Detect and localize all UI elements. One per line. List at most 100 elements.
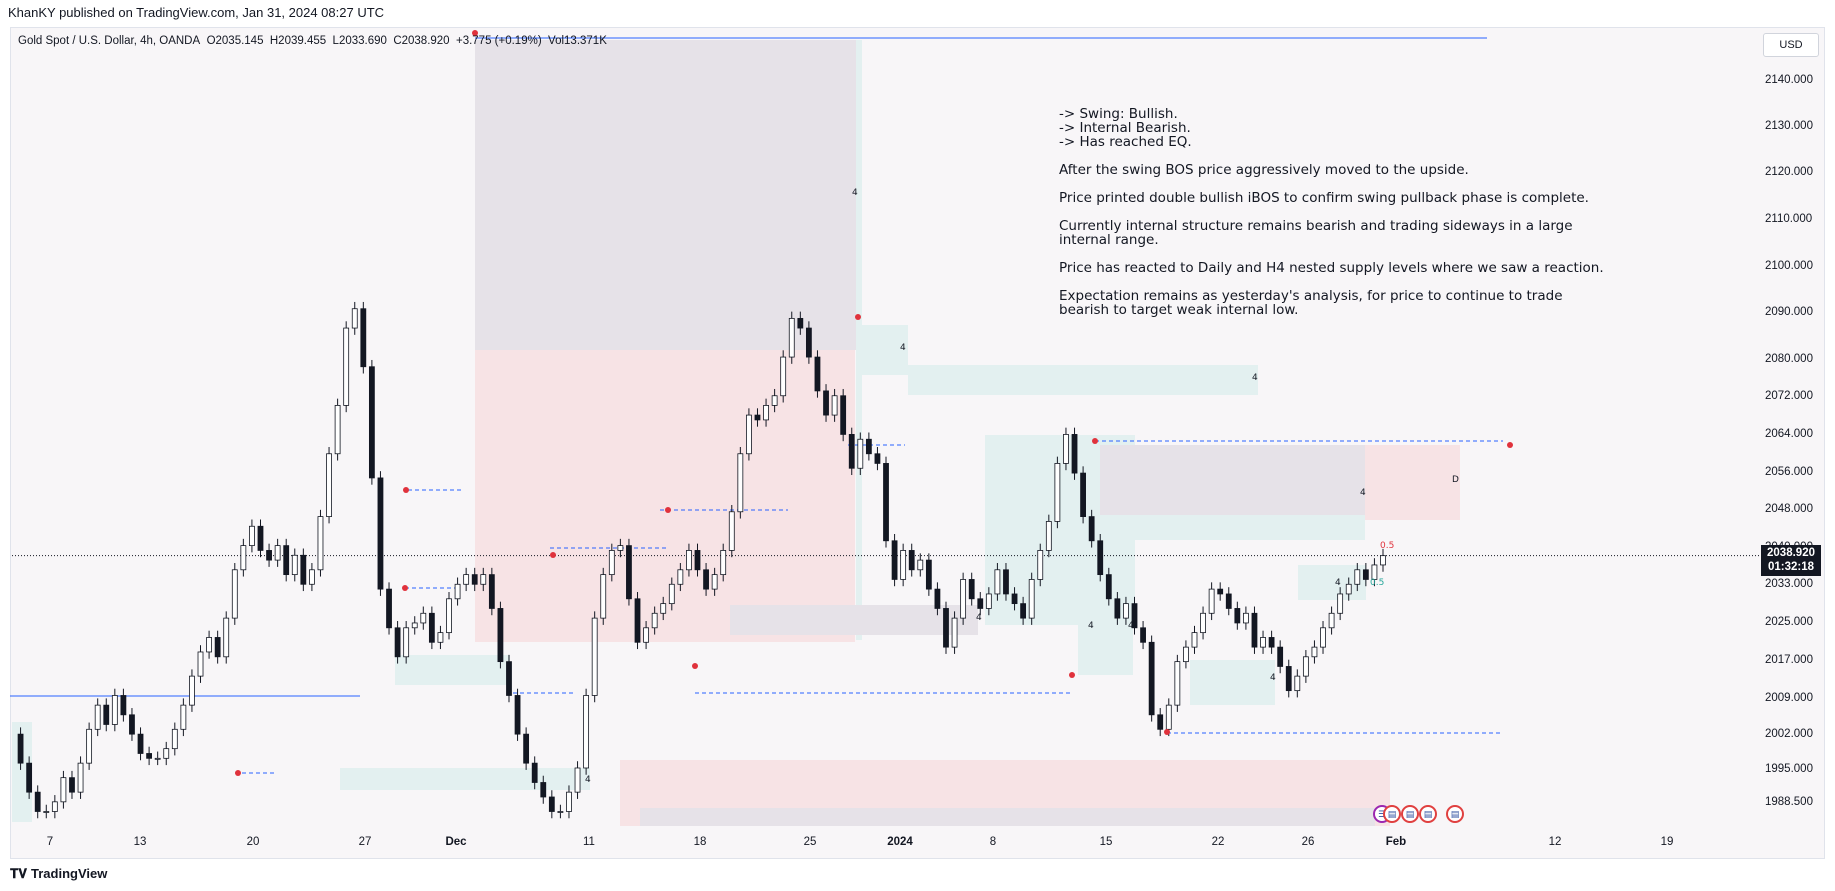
candle-body [1208, 588, 1215, 614]
candle-body [1071, 434, 1078, 474]
candle-body [69, 777, 75, 793]
chart-legend[interactable]: Gold Spot / U.S. Dollar, 4h, OANDA O2035… [18, 35, 607, 47]
candle-body [368, 366, 375, 479]
candle-body [780, 356, 787, 397]
candle-body [1200, 612, 1206, 634]
candle-body [1337, 593, 1344, 614]
candle-body [668, 583, 675, 605]
candle-body [985, 593, 992, 609]
price-tick-label: 2100.000 [1765, 260, 1813, 272]
price-tick-label: 2090.000 [1765, 306, 1813, 318]
candle-body [900, 550, 907, 580]
candle-body [343, 327, 350, 406]
time-tick-label: 25 [804, 836, 817, 848]
candle-body [86, 728, 93, 764]
candle-body [214, 637, 221, 658]
candle-body [523, 733, 530, 764]
candle-body [1328, 612, 1335, 629]
price-tick-label: 2025.000 [1765, 616, 1813, 628]
us-flag-icon[interactable]: ▤ [1446, 805, 1464, 823]
candle-body [1260, 637, 1266, 648]
candle-body [660, 603, 667, 614]
us-flag-icon[interactable]: ▤ [1419, 805, 1437, 823]
candle-body [1028, 579, 1035, 619]
swing-point-marker [855, 314, 861, 320]
legend-volume: Vol13.371K [548, 35, 607, 47]
candle-body [488, 574, 495, 609]
swing-point-marker [692, 663, 698, 669]
zone [640, 808, 1375, 826]
analysis-note[interactable]: -> Swing: Bullish. -> Internal Bearish. … [1059, 107, 1619, 331]
candle-body [26, 762, 33, 793]
candle-body [651, 612, 658, 629]
candle-body [566, 791, 572, 812]
us-flag-icon[interactable]: ▤ [1383, 805, 1401, 823]
candle-body [266, 550, 272, 561]
price-tick-label: 2130.000 [1765, 120, 1813, 132]
candle-body [1285, 666, 1292, 692]
time-tick-label: 11 [583, 836, 595, 848]
candle-body [154, 757, 161, 760]
candle-body [788, 317, 795, 358]
marker-label: D [1452, 475, 1459, 485]
us-flag-icon[interactable]: ▤ [1401, 805, 1419, 823]
candle-body [1123, 603, 1129, 619]
price-tick-label: 2110.000 [1765, 213, 1812, 225]
candle-body [394, 627, 401, 658]
candle-body [711, 574, 718, 590]
candle-body [77, 762, 84, 793]
candle-body [146, 753, 153, 759]
candle-body [360, 308, 367, 368]
candle-body [746, 414, 752, 455]
swing-point-marker [1507, 442, 1513, 448]
candle-body [677, 569, 684, 585]
candle-body [1371, 564, 1378, 580]
time-tick-label: 13 [134, 836, 147, 848]
marker-label: 4 [1270, 673, 1276, 683]
candle-body [171, 728, 178, 750]
candle-body [771, 395, 778, 406]
time-tick-label: 22 [1212, 836, 1225, 848]
candle-body [865, 438, 872, 455]
candle-body [326, 453, 332, 518]
candle-body [514, 695, 521, 735]
currency-selector[interactable]: USD [1763, 33, 1819, 57]
marker-label: 4 [976, 613, 982, 623]
candle-body [1080, 472, 1086, 518]
tradingview-logo[interactable]: 𝐓𝐕 TradingView [10, 866, 107, 882]
last-price-value: 2038.920 [1767, 547, 1815, 559]
bar-countdown: 01:32:18 [1767, 561, 1815, 573]
candle-body [120, 695, 127, 716]
marker-label: 4 [506, 666, 512, 676]
chart-area[interactable] [10, 27, 1825, 859]
candle-body [1020, 603, 1027, 619]
candle-body [994, 569, 1001, 595]
candle-body [617, 545, 624, 551]
price-tick-label: 2033.000 [1765, 578, 1813, 590]
candle-body [189, 675, 195, 706]
candle-body [1054, 463, 1061, 522]
legend-change: +3.775 (+0.19%) [455, 35, 542, 47]
swing-point-marker [235, 770, 241, 776]
candle-body [180, 704, 187, 730]
candle-body [848, 434, 855, 469]
time-tick-label: 2024 [887, 836, 913, 848]
candle-body [411, 622, 418, 629]
candle-body [1225, 593, 1232, 609]
candle-body [420, 612, 427, 624]
candle-body [1105, 574, 1112, 600]
marker-label: 4 [1360, 488, 1366, 498]
tv-logo-icon: 𝐓𝐕 [10, 866, 27, 881]
time-tick-label: Dec [445, 836, 467, 848]
candle-body [797, 317, 804, 329]
candle-body [763, 405, 769, 421]
zone [340, 768, 590, 790]
marker-label: 4 [1335, 578, 1341, 588]
zone [475, 350, 855, 642]
candle-body [240, 545, 247, 571]
price-tick-label: 2048.000 [1765, 503, 1813, 515]
candle-body [1217, 588, 1224, 595]
candle-body [283, 545, 290, 576]
candle-body [1191, 632, 1198, 648]
